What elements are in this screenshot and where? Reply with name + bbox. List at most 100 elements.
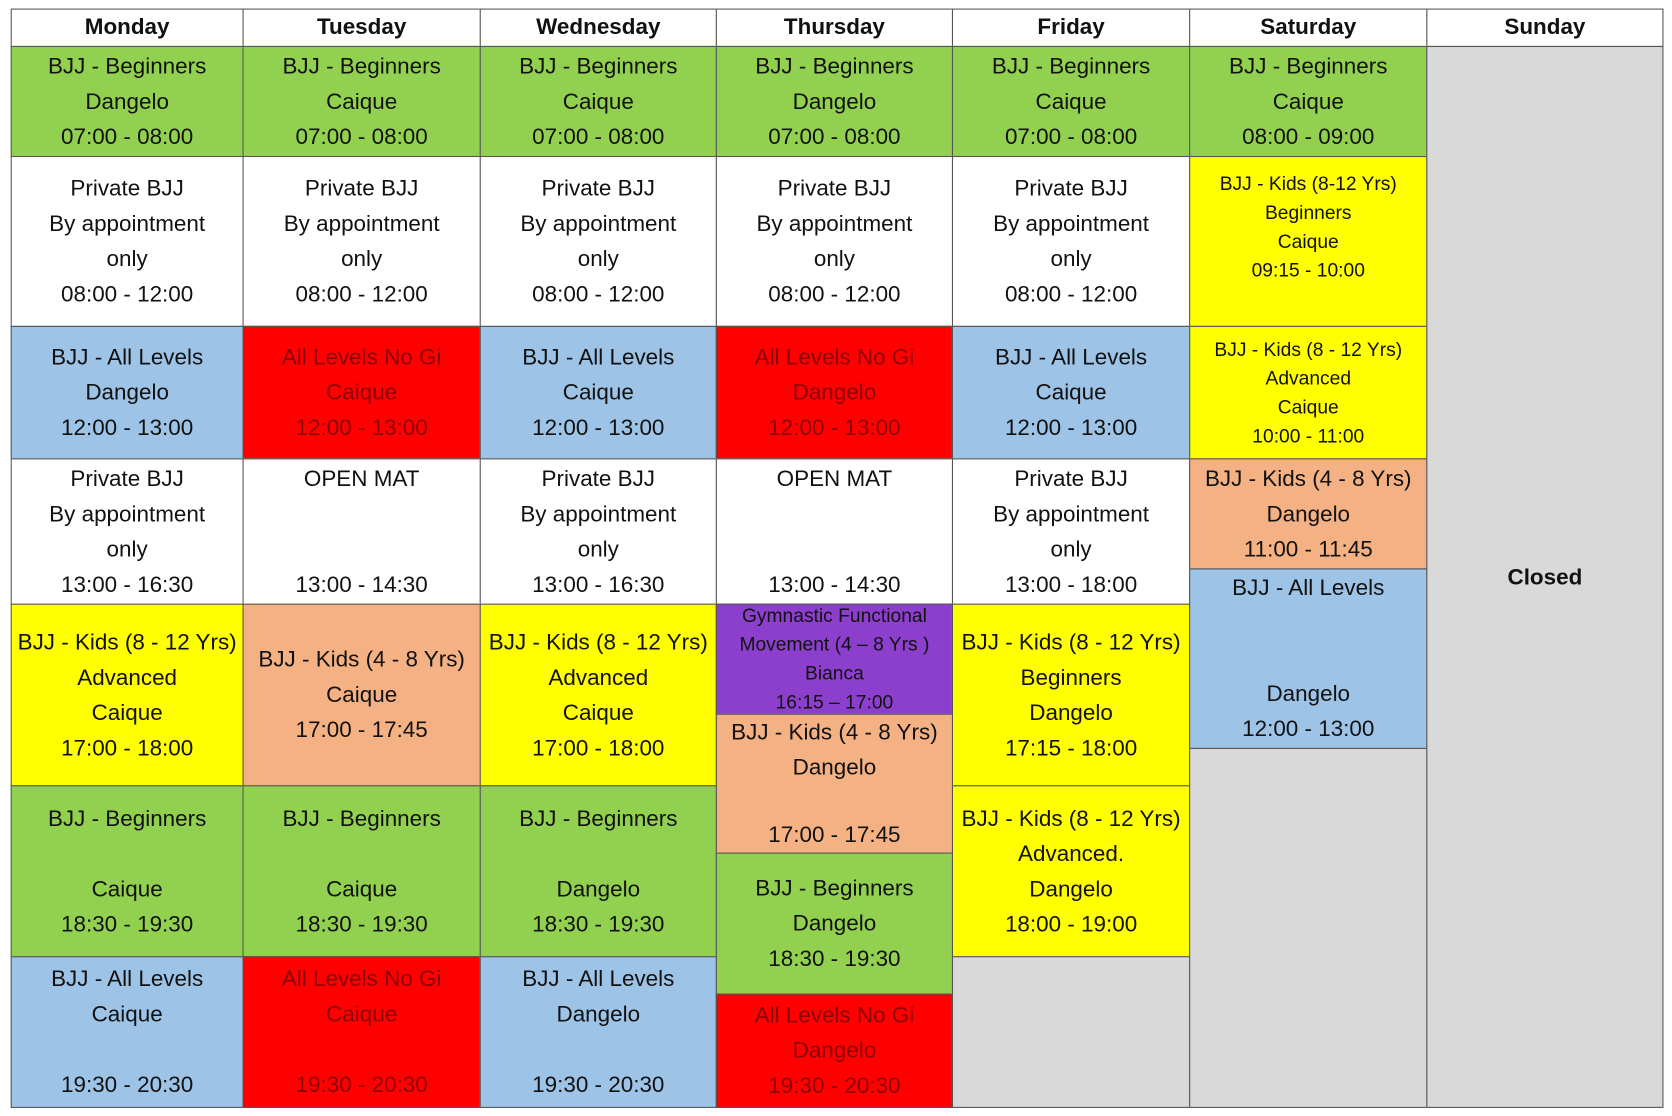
slot-line: only — [577, 246, 619, 272]
slot-line: 12:00 - 13:00 — [1004, 415, 1138, 441]
slot-line: Caique — [1035, 89, 1107, 114]
slot-line: only — [813, 246, 856, 272]
slot-line: Dangelo — [1266, 501, 1351, 527]
class-slot: BJJ - Beginners Dangelo 07:00 - 08:00 — [715, 45, 954, 158]
slot-line: By appointment — [49, 211, 206, 237]
slot-line: Caique — [326, 89, 398, 114]
class-slot: All Levels No Gi Dangelo 19:30 - 20:30 — [715, 993, 954, 1108]
slot-line: BJJ - Beginners — [519, 806, 678, 831]
class-slot: Private BJJ By appointment only 13:00 - 16:… — [10, 458, 244, 605]
slot-line: All Levels No Gi — [281, 966, 442, 992]
slot-line: Dangelo — [85, 89, 169, 114]
slot-line: 07:00 - 08:00 — [1004, 124, 1138, 150]
slot-line: Dangelo — [792, 89, 877, 114]
slot-line: 17:00 - 17:45 — [768, 822, 901, 848]
slot-line: 17:00 - 18:00 — [61, 735, 194, 761]
class-slot: BJJ - Kids (4 - 8 Yrs) Caique 17:00 - 17:4… — [242, 603, 481, 787]
slot-line: 19:30 - 20:30 — [532, 1072, 665, 1098]
class-slot: BJJ - Kids (8-12 Yrs) Beginners Caique 09:1… — [1189, 155, 1428, 327]
class-slot: Private BJJ By appointment only 08:00 - 12:… — [242, 155, 481, 327]
slot-line: 12:00 - 13:00 — [295, 415, 428, 441]
class-slot: BJJ - Beginners Caique 07:00 - 08:00 — [951, 45, 1191, 158]
class-slot: BJJ - Kids (4 - 8 Yrs) Dangelo 11:00 - 11:… — [1189, 458, 1428, 570]
slot-line: Advanced — [77, 665, 178, 690]
slot-line: BJJ - All Levels — [994, 345, 1148, 370]
slot-line: BJJ - Kids (8 - 12 Yrs) — [17, 629, 237, 655]
class-slot: Private BJJ By appointment only 13:00 - 16:… — [479, 458, 717, 605]
slot-line: Movement (4 – 8 Yrs ) — [739, 633, 930, 655]
slot-line: Caique — [1277, 230, 1339, 252]
slot-line: Private BJJ — [1014, 466, 1128, 491]
slot-line: Caique — [562, 89, 634, 114]
slot-line: 13:00 - 16:30 — [61, 572, 194, 597]
slot-line: By appointment — [756, 211, 913, 237]
slot-line: OPEN MAT — [776, 466, 893, 491]
slot-line: Beginners — [1264, 201, 1352, 223]
slot-line: Dangelo — [792, 1038, 877, 1064]
slot-line: Caique — [1277, 395, 1339, 418]
slot-line: Caique — [326, 1002, 398, 1027]
slot-line: BJJ - All Levels — [51, 345, 204, 370]
slot-line: Dangelo — [792, 755, 877, 780]
slot-line: Beginners — [1020, 665, 1122, 690]
slot-line: 19:30 - 20:30 — [768, 1073, 901, 1099]
slot-line: 08:00 - 12:00 — [768, 282, 901, 307]
slot-line: 18:00 - 19:00 — [1004, 911, 1138, 937]
slot-line: BJJ - All Levels — [522, 966, 675, 992]
slot-line: Private BJJ — [304, 176, 419, 201]
slot-line: Advanced — [1265, 366, 1352, 389]
slot-line: By appointment — [49, 501, 206, 527]
day-header-thursday: Thursday — [715, 8, 954, 48]
slot-line: only — [106, 246, 148, 272]
slot-line: BJJ - Beginners — [755, 53, 914, 79]
slot-line: 12:00 - 13:00 — [532, 415, 665, 441]
slot-line: All Levels No Gi — [754, 1003, 915, 1028]
slot-line: 18:30 - 19:30 — [768, 946, 901, 972]
slot-line: 08:00 - 12:00 — [532, 282, 665, 307]
class-slot: BJJ - Beginners Caique 18:30 - 19:30 — [10, 785, 244, 958]
slot-line: Private BJJ — [70, 466, 184, 491]
slot-line: 11:00 - 11:45 — [1243, 536, 1373, 562]
slot-line: 18:30 - 19:30 — [295, 911, 428, 937]
slot-line: Caique — [326, 682, 398, 708]
class-slot: Private BJJ By appointment only 08:00 - 12:… — [951, 155, 1191, 327]
class-slot: BJJ - Beginners Dangelo 18:30 - 19:30 — [715, 852, 954, 995]
slot-line: Private BJJ — [70, 176, 184, 201]
slot-line: 12:00 - 13:00 — [61, 415, 194, 441]
slot-line: By appointment — [520, 501, 677, 527]
slot-line: 07:00 - 08:00 — [61, 124, 194, 150]
slot-line: By appointment — [993, 501, 1150, 527]
slot-line: Caique — [562, 700, 634, 725]
slot-line: BJJ - Beginners — [47, 53, 207, 79]
slot-line: 17:15 - 18:00 — [1004, 735, 1138, 761]
slot-line: BJJ - Kids (4 - 8 Yrs) — [1204, 466, 1412, 491]
slot-line: Caique — [91, 876, 163, 902]
slot-line: only — [1050, 246, 1092, 272]
slot-line: BJJ - Kids (4 - 8 Yrs) — [258, 647, 465, 673]
day-header-saturday: Saturday — [1189, 8, 1428, 48]
slot-line: BJJ - Beginners — [47, 806, 207, 831]
slot-line: Bianca — [805, 662, 864, 684]
class-slot: BJJ - Kids (8 - 12 Yrs) Advanced. Dangelo 1… — [951, 785, 1191, 958]
day-header-friday: Friday — [951, 8, 1191, 48]
class-slot: BJJ - Kids (8 - 12 Yrs) Advanced Caique 17:… — [10, 603, 244, 787]
class-slot: BJJ - All Levels Caique 12:00 - 13:00 — [479, 325, 717, 460]
slot-line: BJJ - Beginners — [991, 53, 1151, 79]
slot-line: BJJ - Beginners — [1229, 53, 1388, 79]
class-slot: BJJ - Beginners Caique 07:00 - 08:00 — [242, 45, 481, 158]
slot-line: 13:00 - 14:30 — [768, 572, 901, 597]
slot-line: Dangelo — [1029, 700, 1113, 725]
slot-line: Gymnastic Functional — [741, 604, 927, 627]
slot-line: BJJ - Kids (8 - 12 Yrs) — [961, 806, 1181, 831]
class-slot: BJJ - Kids (8 - 12 Yrs) Beginners Dangelo 1… — [951, 603, 1191, 787]
slot-line: 08:00 - 09:00 — [1242, 124, 1375, 150]
slot-line: 12:00 - 13:00 — [768, 415, 901, 441]
slot-line: Dangelo — [556, 1002, 641, 1027]
slot-line: 16:15 – 17:00 — [775, 691, 894, 713]
slot-line: Dangelo — [792, 380, 877, 405]
slot-line: BJJ - All Levels — [1232, 575, 1385, 601]
slot-line: Dangelo — [1029, 876, 1113, 902]
class-slot: BJJ - All Levels Dangelo 12:00 - 13:00 — [10, 325, 244, 460]
class-slot: BJJ - All Levels Dangelo 19:30 - 20:30 — [479, 956, 717, 1108]
